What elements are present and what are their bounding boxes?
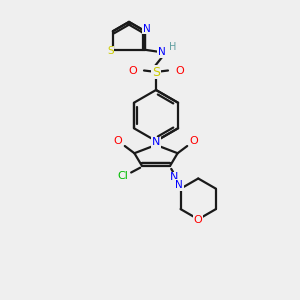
Text: O: O (194, 215, 203, 225)
Text: O: O (175, 65, 184, 76)
Text: Cl: Cl (117, 171, 128, 181)
Text: N: N (143, 24, 151, 34)
Text: O: O (128, 65, 137, 76)
Text: S: S (107, 46, 114, 56)
Text: N: N (175, 180, 183, 190)
Text: H: H (169, 42, 177, 52)
Text: O: O (114, 136, 123, 146)
Text: S: S (152, 65, 160, 79)
Text: O: O (189, 136, 198, 146)
Text: N: N (169, 172, 178, 182)
Text: N: N (152, 137, 160, 148)
Text: N: N (158, 47, 166, 57)
